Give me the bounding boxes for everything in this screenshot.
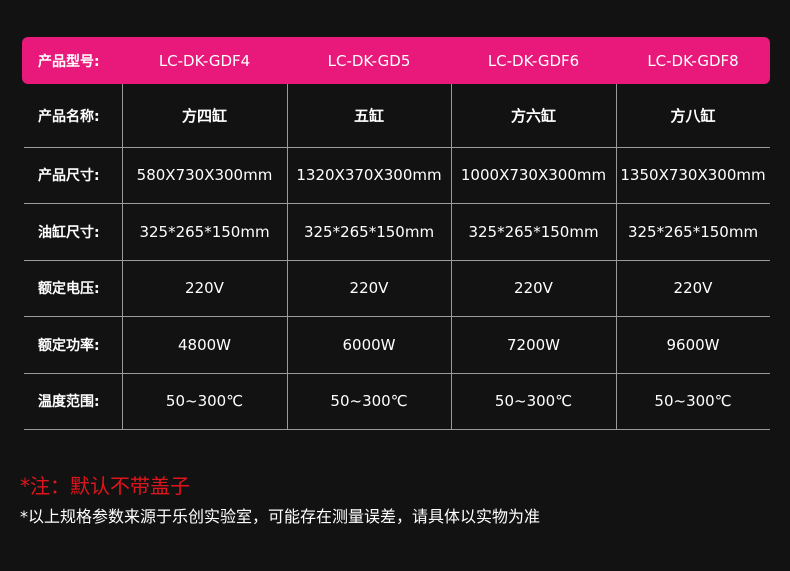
table-cell: 7200W xyxy=(506,335,560,354)
column-divider xyxy=(616,84,617,429)
table-cell: 325*265*150mm xyxy=(303,222,435,241)
row-label: 额定电压: xyxy=(38,281,100,297)
row-divider xyxy=(24,316,770,317)
row-label: 产品名称: xyxy=(38,108,100,125)
table-cell: 50~300℃ xyxy=(654,392,732,410)
row-divider xyxy=(24,429,770,430)
table-cell: 五缸 xyxy=(353,107,384,125)
row-divider xyxy=(24,260,770,261)
column-divider xyxy=(451,84,452,429)
table-cell: 220V xyxy=(514,279,553,297)
row-label: 产品尺寸: xyxy=(38,168,100,184)
table-cell: 220V xyxy=(185,279,224,297)
column-divider xyxy=(287,84,288,429)
table-cell: 1320X370X300mm xyxy=(296,166,442,184)
table-cell: 325*265*150mm xyxy=(139,222,270,241)
table-cell: 50~300℃ xyxy=(494,392,573,410)
table-cell: 50~300℃ xyxy=(165,392,244,410)
row-divider xyxy=(24,203,770,204)
note-disclaimer: *以上规格参数来源于乐创实验室，可能存在测量误差，请具体以实物为准 xyxy=(20,507,541,526)
table-cell: 50~300℃ xyxy=(330,392,408,410)
row-label: 油缸尺寸: xyxy=(38,224,100,241)
table-cell: 325*265*150mm xyxy=(627,222,759,241)
header-bar xyxy=(22,37,770,84)
table-cell: 4800W xyxy=(177,335,231,354)
note-warning: *注：默认不带盖子 xyxy=(20,474,190,498)
row-label: 温度范围: xyxy=(38,394,100,410)
model-cell: LC-DK-GD5 xyxy=(327,51,411,70)
table-cell: 580X730X300mm xyxy=(136,166,273,184)
table-cell: 220V xyxy=(673,279,713,297)
model-cell: LC-DK-GDF8 xyxy=(647,51,739,70)
table-cell: 方六缸 xyxy=(510,107,556,125)
table-cell: 9600W xyxy=(666,335,720,354)
header-label: 产品型号: xyxy=(38,53,100,70)
table-cell: 方四缸 xyxy=(181,107,227,125)
table-cell: 1350X730X300mm xyxy=(620,166,766,184)
table-cell: 方八缸 xyxy=(670,107,716,125)
row-label: 额定功率: xyxy=(38,337,100,354)
table-cell: 6000W xyxy=(342,335,396,354)
table-cell: 325*265*150mm xyxy=(468,222,599,241)
row-divider xyxy=(24,373,770,374)
table-cell: 1000X730X300mm xyxy=(460,166,607,184)
table-cell: 220V xyxy=(349,279,389,297)
model-cell: LC-DK-GDF6 xyxy=(487,51,580,70)
model-cell: LC-DK-GDF4 xyxy=(158,51,251,70)
column-divider xyxy=(122,84,123,429)
row-divider xyxy=(24,147,770,148)
